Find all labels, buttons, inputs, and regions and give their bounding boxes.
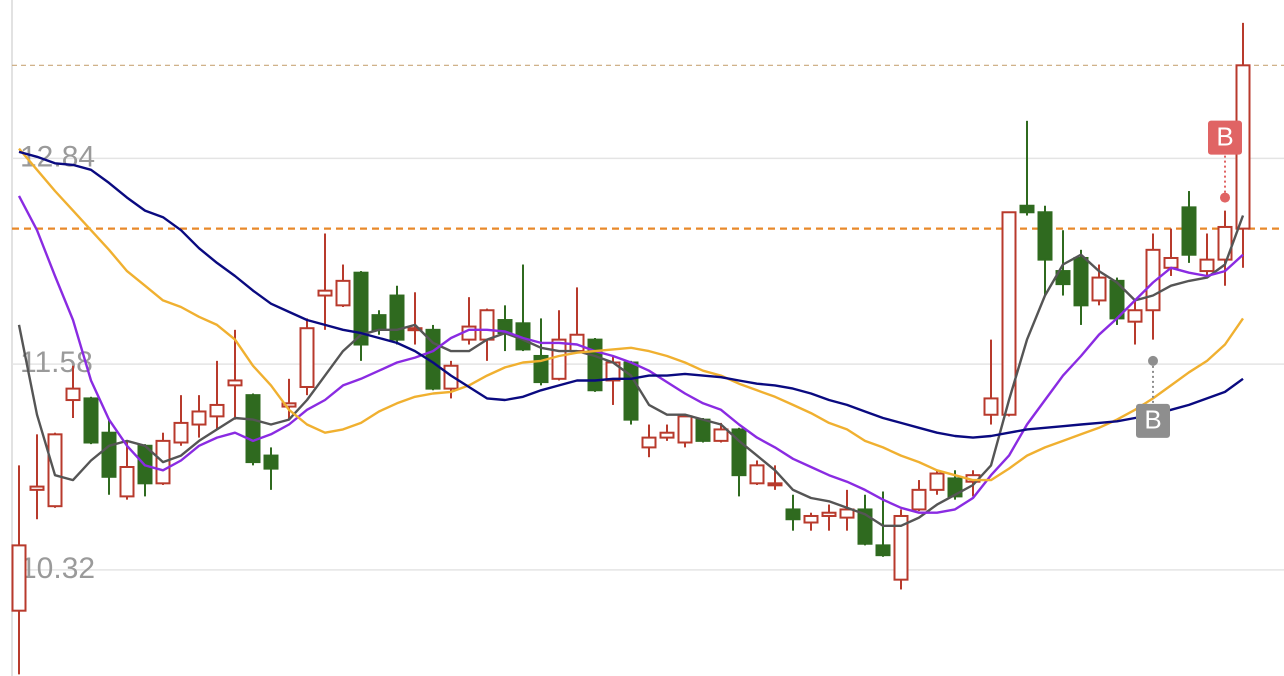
candle-body: [299, 327, 315, 388]
candle-body: [317, 289, 333, 297]
candle-body: [1037, 211, 1053, 261]
candle-body: [353, 271, 369, 346]
candle-body: [281, 402, 297, 408]
candle-body: [533, 354, 549, 384]
marker-label: B: [1144, 405, 1161, 435]
candle-body: [227, 379, 243, 387]
candle-body: [1019, 204, 1035, 214]
candle-body: [191, 410, 207, 426]
candle-body: [209, 403, 225, 418]
ma-line: [17, 195, 1244, 514]
ma-line: [18, 147, 1244, 482]
candle-body: [821, 511, 837, 517]
candle-body: [1145, 248, 1161, 312]
candle-body: [659, 431, 675, 439]
candle-body: [1199, 258, 1215, 273]
candle-body: [371, 314, 387, 331]
candle-body: [389, 294, 405, 341]
candle-body: [1163, 256, 1179, 269]
candle-body: [1073, 256, 1089, 307]
candle-body: [893, 514, 909, 581]
candle-body: [1001, 211, 1017, 416]
candle-body: [731, 428, 747, 477]
candle-body: [875, 544, 891, 557]
marker-label: B: [1216, 121, 1233, 151]
candle-body: [587, 338, 603, 392]
candle-body: [713, 428, 729, 442]
marker-box: [1208, 120, 1242, 155]
candle-body: [1091, 276, 1107, 302]
candle-body: [785, 508, 801, 521]
candle-body: [551, 338, 567, 380]
ma-line: [18, 150, 1244, 439]
candle-body: [83, 397, 99, 444]
marker-box: [1136, 403, 1170, 438]
candle-body: [47, 433, 63, 508]
candle-body: [101, 431, 117, 478]
marker-dot: [1148, 355, 1158, 366]
candle-body: [119, 465, 135, 498]
ma-line: [17, 215, 1245, 527]
candle-body: [11, 544, 27, 612]
candle-body: [335, 279, 351, 307]
candle-body: [749, 464, 765, 485]
candle-body: [695, 418, 711, 442]
candle-body: [857, 508, 873, 545]
y-tick-label: 10.32: [20, 552, 95, 585]
candle-body: [929, 472, 945, 491]
candle-body: [29, 485, 45, 491]
marker-dot: [1220, 192, 1230, 203]
candle-body: [983, 397, 999, 416]
candle-body: [839, 508, 855, 519]
candle-body: [65, 387, 81, 402]
candle-body: [1181, 206, 1197, 256]
candle-body: [767, 482, 783, 487]
candle-body: [911, 488, 927, 511]
candle-body: [1217, 225, 1233, 261]
candle-body: [803, 514, 819, 524]
candle-body: [407, 327, 423, 332]
candle-body: [443, 364, 459, 390]
candle-body: [1127, 309, 1143, 323]
y-tick-label: 11.58: [20, 346, 93, 379]
candle-body: [263, 454, 279, 470]
candle-body: [245, 394, 261, 464]
candle-body: [479, 309, 495, 341]
candle-body: [173, 421, 189, 444]
candle-body: [677, 415, 693, 444]
candle-body: [641, 436, 657, 449]
